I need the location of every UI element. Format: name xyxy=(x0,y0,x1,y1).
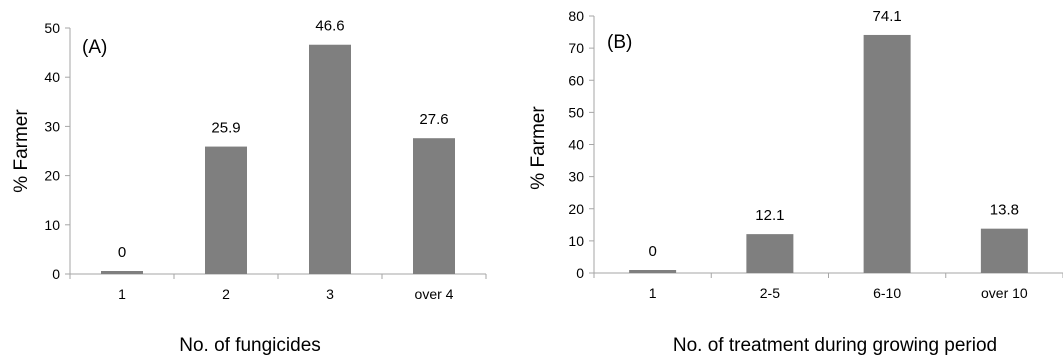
y-ticks: 0 10 20 30 40 50 60 70 80 xyxy=(568,8,594,281)
data-labels: 0 25.9 46.6 27.6 xyxy=(118,18,449,261)
y-tick-label: 20 xyxy=(568,201,584,217)
bars xyxy=(101,44,455,275)
y-tick-label: 30 xyxy=(44,118,60,134)
data-label: 13.8 xyxy=(990,202,1019,219)
x-axis-title: No. of fungicides xyxy=(179,335,321,356)
bar xyxy=(413,138,455,274)
bar xyxy=(863,34,911,273)
y-tick-label: 40 xyxy=(568,137,584,153)
bar xyxy=(746,234,794,273)
y-tick-label: 20 xyxy=(44,168,60,184)
y-tick-label: 50 xyxy=(44,20,60,36)
y-axis-title: % Farmer xyxy=(11,109,32,193)
y-tick-label: 0 xyxy=(576,265,584,281)
data-label: 25.9 xyxy=(211,120,240,137)
x-tick-label: over 10 xyxy=(981,285,1028,301)
y-tick-label: 60 xyxy=(568,72,584,88)
y-axis-title: % Farmer xyxy=(528,106,549,190)
y-tick-label: 0 xyxy=(52,266,60,282)
x-tick-label: over 4 xyxy=(415,286,454,302)
panel-label: (B) xyxy=(607,32,632,53)
y-tick-label: 70 xyxy=(568,40,584,56)
data-label: 0 xyxy=(118,244,126,261)
y-ticks: 0 10 20 30 40 50 xyxy=(44,20,70,282)
x-ticks: 1 2 3 over 4 xyxy=(69,274,487,302)
data-label: 74.1 xyxy=(873,8,902,25)
x-axis-title: No. of treatment during growing period xyxy=(673,335,997,356)
x-tick-label: 3 xyxy=(326,286,334,302)
data-label: 27.6 xyxy=(419,111,448,128)
x-tick-label: 2-5 xyxy=(760,285,780,301)
panel-label: (A) xyxy=(82,37,107,58)
y-tick-label: 10 xyxy=(44,217,60,233)
bar xyxy=(101,271,143,274)
bar xyxy=(980,228,1028,273)
y-tick-label: 50 xyxy=(568,104,584,120)
y-tick-label: 80 xyxy=(568,8,584,24)
x-tick-label: 2 xyxy=(222,286,230,302)
data-labels: 0 12.1 74.1 13.8 xyxy=(648,8,1019,260)
chart-panel-b: 0 10 20 30 40 50 60 70 80 1 2-5 6-10 over 10 0 12.1 7… xyxy=(528,8,1063,356)
x-tick-label: 6-10 xyxy=(873,285,901,301)
y-tick-label: 30 xyxy=(568,169,584,185)
y-tick-label: 10 xyxy=(568,233,584,249)
data-label: 46.6 xyxy=(315,18,344,35)
x-ticks: 1 2-5 6-10 over 10 xyxy=(593,273,1063,301)
x-tick-label: 1 xyxy=(118,286,126,302)
bars xyxy=(629,34,1028,273)
x-tick-label: 1 xyxy=(649,285,657,301)
y-tick-label: 40 xyxy=(44,69,60,85)
data-label: 12.1 xyxy=(755,207,784,224)
bar xyxy=(205,146,247,274)
data-label: 0 xyxy=(648,243,656,260)
bar xyxy=(629,270,677,273)
bar xyxy=(309,44,351,275)
